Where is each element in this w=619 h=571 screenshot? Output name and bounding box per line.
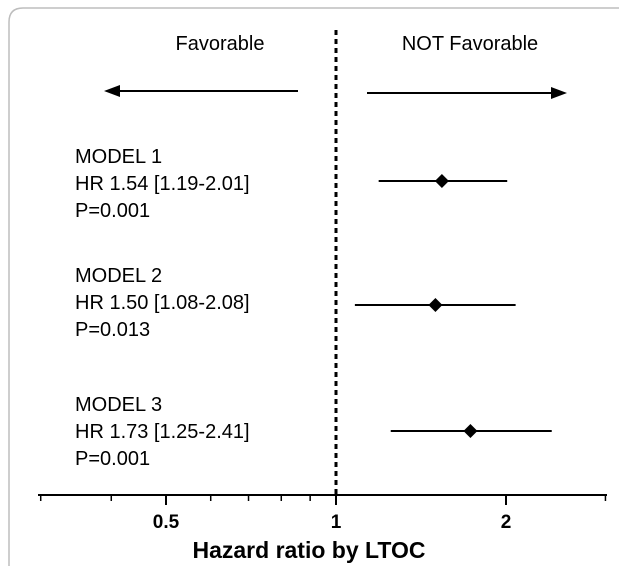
tick-label-1: 1 — [331, 512, 342, 533]
model-3-hr-marker — [463, 424, 478, 438]
tick-label-0.5: 0.5 — [153, 512, 180, 533]
estimates — [354, 174, 552, 438]
model-2-name: MODEL 2 — [75, 265, 162, 287]
direction-label-right: NOT Favorable — [402, 33, 538, 55]
model-3-p-text: P=0.001 — [75, 448, 150, 470]
direction-label-left: Favorable — [176, 33, 265, 55]
x-axis-title: Hazard ratio by LTOC — [192, 537, 425, 563]
model-2-hr-text: HR 1.50 [1.08-2.08] — [75, 292, 250, 314]
model-3-text: MODEL 3 HR 1.73 [1.25-2.41] P=0.001 — [75, 394, 250, 470]
model-1-p-text: P=0.001 — [75, 200, 150, 222]
direction-arrow-left — [104, 85, 298, 97]
model-1-hr-text: HR 1.54 [1.19-2.01] — [75, 173, 250, 195]
direction-arrow-right — [367, 87, 567, 99]
model-2-text: MODEL 2 HR 1.50 [1.08-2.08] P=0.013 — [75, 265, 250, 341]
x-axis-ticks: 0.5 1 2 — [39, 495, 607, 533]
model-2-hr-marker — [428, 298, 443, 312]
model-3-name: MODEL 3 — [75, 394, 162, 416]
frame-border — [8, 7, 619, 566]
model-1-text: MODEL 1 HR 1.54 [1.19-2.01] P=0.001 — [75, 146, 250, 222]
model-1-name: MODEL 1 — [75, 146, 162, 168]
model-1-hr-marker — [434, 174, 449, 188]
model-3-hr-text: HR 1.73 [1.25-2.41] — [75, 421, 250, 443]
tick-label-2: 2 — [501, 512, 512, 533]
model-2-p-text: P=0.013 — [75, 319, 150, 341]
